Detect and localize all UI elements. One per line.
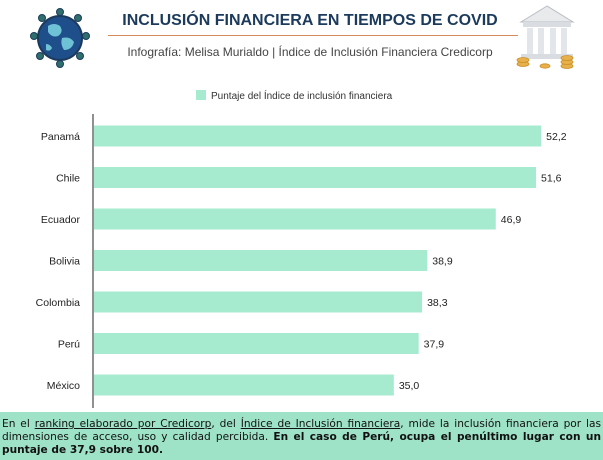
bank-icon bbox=[516, 5, 575, 69]
category-label-5: Perú bbox=[58, 339, 80, 351]
value-label-2: 46,9 bbox=[501, 214, 522, 226]
value-label-5: 37,9 bbox=[424, 339, 445, 351]
value-label-0: 52,2 bbox=[546, 131, 567, 143]
globe-virus-icon bbox=[30, 8, 90, 68]
category-label-0: Panamá bbox=[41, 131, 80, 143]
category-label-1: Chile bbox=[56, 173, 80, 185]
bar-chart: Puntaje del Índice de inclusión financie… bbox=[36, 89, 567, 408]
footer-note: En el ranking elaborado por Credicorp, d… bbox=[0, 412, 603, 460]
title-divider bbox=[108, 35, 518, 36]
value-label-1: 51,6 bbox=[541, 173, 562, 185]
footer-text-1: En el bbox=[2, 418, 35, 430]
category-label-3: Bolivia bbox=[49, 256, 80, 268]
category-label-4: Colombia bbox=[36, 297, 81, 309]
header: INCLUSIÓN FINANCIERA EN TIEMPOS DE COVID… bbox=[0, 0, 603, 78]
value-label-3: 38,9 bbox=[432, 256, 453, 268]
footer-text-3: , mide la inclusión financiera por las d… bbox=[2, 418, 602, 443]
ranking-link[interactable]: ranking elaborado por Credicorp bbox=[34, 418, 212, 430]
page-subtitle: Infografía: Melisa Murialdo | Índice de … bbox=[127, 45, 493, 59]
category-label-2: Ecuador bbox=[41, 214, 81, 226]
value-label-4: 38,3 bbox=[427, 297, 448, 309]
bars-group: Panamá 52,2 Chile 51,6 Ecuador 46,9 Bolivia 38,… bbox=[36, 125, 567, 396]
bar-2 bbox=[94, 208, 496, 230]
bar-1 bbox=[94, 167, 537, 188]
footer-text-2: , del bbox=[211, 418, 241, 430]
index-link[interactable]: Índice de Inclusión financiera bbox=[240, 418, 401, 430]
bar-6 bbox=[94, 374, 394, 396]
value-label-6: 35,0 bbox=[399, 380, 420, 392]
bar-0 bbox=[94, 125, 542, 147]
bar-5 bbox=[94, 333, 419, 354]
bar-4 bbox=[94, 291, 423, 313]
category-label-6: México bbox=[47, 380, 80, 392]
page-title: INCLUSIÓN FINANCIERA EN TIEMPOS DE COVID bbox=[122, 12, 498, 29]
bar-3 bbox=[94, 250, 428, 271]
footer-highlight: En el caso de Perú, ocupa el penúltimo l… bbox=[2, 431, 601, 456]
legend-label: Puntaje del Índice de inclusión financie… bbox=[211, 89, 393, 102]
legend-swatch bbox=[196, 90, 206, 100]
